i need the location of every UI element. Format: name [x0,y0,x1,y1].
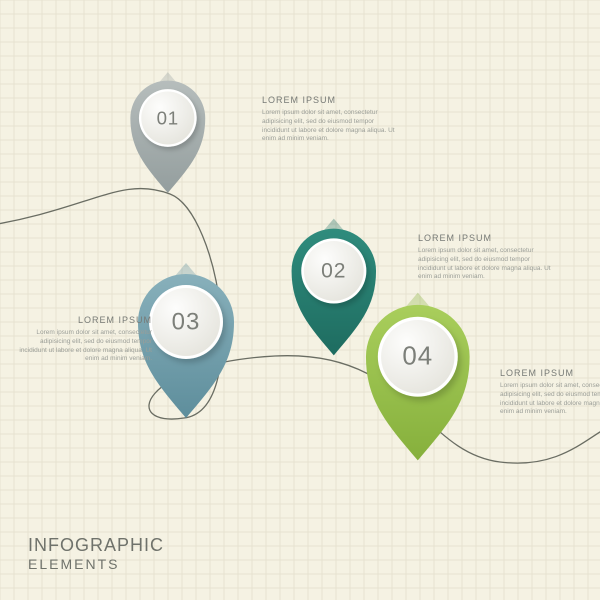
infographic-canvas: 01 [0,0,600,600]
footer-line1: INFOGRAPHIC [28,535,164,556]
grid-background [0,0,600,600]
footer-title: INFOGRAPHIC ELEMENTS [28,535,164,572]
footer-line2: ELEMENTS [28,556,164,572]
